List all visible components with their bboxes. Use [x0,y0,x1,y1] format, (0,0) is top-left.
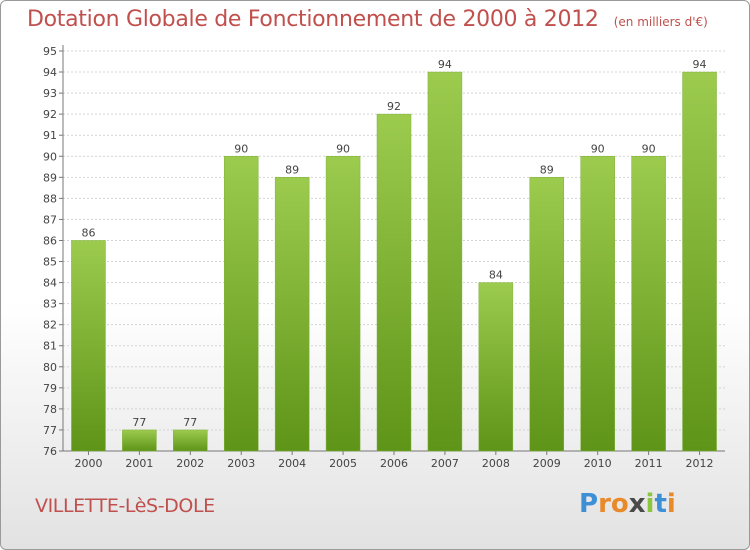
logo-letter: x [628,489,646,519]
y-tick-label: 77 [43,424,57,437]
logo-letter: t [654,489,667,519]
title-row: Dotation Globale de Fonctionnement de 20… [27,7,708,32]
bar-2002 [173,429,208,452]
y-tick-label: 80 [43,361,57,374]
data-label-2005: 90 [336,142,350,155]
data-label-2006: 92 [387,100,401,113]
y-tick-label: 94 [43,66,57,79]
data-label-2002: 77 [183,416,197,429]
x-tick-label-2005: 2005 [329,457,357,470]
proxiti-logo: Proxiti [579,489,676,519]
y-tick-label: 92 [43,108,57,121]
bar-2005 [325,156,361,452]
bar-chart: 76 77 78 79 80 81 82 83 84 85 86 87 88 89 90 91 92 93 94 95… [43,45,725,470]
data-label-2003: 90 [234,142,248,155]
data-label-2010: 90 [591,142,605,155]
bar-2003 [223,156,259,452]
x-tick-label-2009: 2009 [533,457,561,470]
y-tick-label: 83 [43,298,57,311]
x-tick-label-2004: 2004 [278,457,306,470]
x-tick-label-2007: 2007 [431,457,459,470]
data-label-2011: 90 [642,142,656,155]
x-tick-label-2001: 2001 [125,457,153,470]
y-tick-label: 85 [43,256,57,269]
x-tick-label-2006: 2006 [380,457,408,470]
y-tick-label: 82 [43,319,57,332]
logo-letter: i [666,489,676,519]
y-tick-label: 88 [43,192,57,205]
y-tick-label: 76 [43,445,57,458]
bar-2011 [631,156,666,452]
y-tick-label: 81 [43,340,57,353]
y-tick-label: 91 [43,129,57,142]
bar-2012 [682,71,717,452]
y-tick-label: 87 [43,213,57,226]
data-label-2004: 89 [285,163,299,176]
x-tick-label-2003: 2003 [227,457,255,470]
data-label-2009: 89 [540,163,554,176]
data-label-2000: 86 [81,226,95,239]
data-label-2012: 94 [693,58,707,71]
y-tick-label: 78 [43,403,57,416]
bar-2010 [580,156,615,452]
labels: 76 77 78 79 80 81 82 83 84 85 86 87 88 89 90 91 92 93 94 95… [43,45,714,470]
x-tick-label-2000: 2000 [74,457,102,470]
y-tick-label: 84 [43,277,57,290]
x-tick-label-2008: 2008 [482,457,510,470]
y-tick-label: 93 [43,87,57,100]
y-tick-label: 95 [43,45,57,58]
bar-2009 [529,177,565,452]
bar-2007 [427,71,463,452]
logo-letter: r [598,489,611,519]
x-tick-label-2002: 2002 [176,457,204,470]
logo-letter: i [645,489,655,519]
logo-letter: o [610,489,629,519]
x-tick-label-2010: 2010 [584,457,612,470]
y-tick-label: 79 [43,382,57,395]
commune-name: VILLETTE-LèS-DOLE [35,495,215,517]
data-label-2001: 77 [132,416,146,429]
y-tick-label: 90 [43,150,57,163]
bar-2000 [71,240,106,452]
y-tick-label: 86 [43,234,57,247]
chart-title: Dotation Globale de Fonctionnement de 20… [27,7,599,32]
x-tick-label-2012: 2012 [686,457,714,470]
data-label-2008: 84 [489,269,503,282]
x-tick-label-2011: 2011 [635,457,663,470]
data-label-2007: 94 [438,58,452,71]
bar-2006 [376,113,412,452]
bars [71,71,717,452]
chart-subtitle: (en milliers d'€) [613,15,708,29]
bar-2008 [478,282,514,452]
bar-2004 [274,177,310,452]
y-tick-label: 89 [43,171,57,184]
logo-letter: P [579,489,599,519]
bar-2001 [122,429,157,452]
